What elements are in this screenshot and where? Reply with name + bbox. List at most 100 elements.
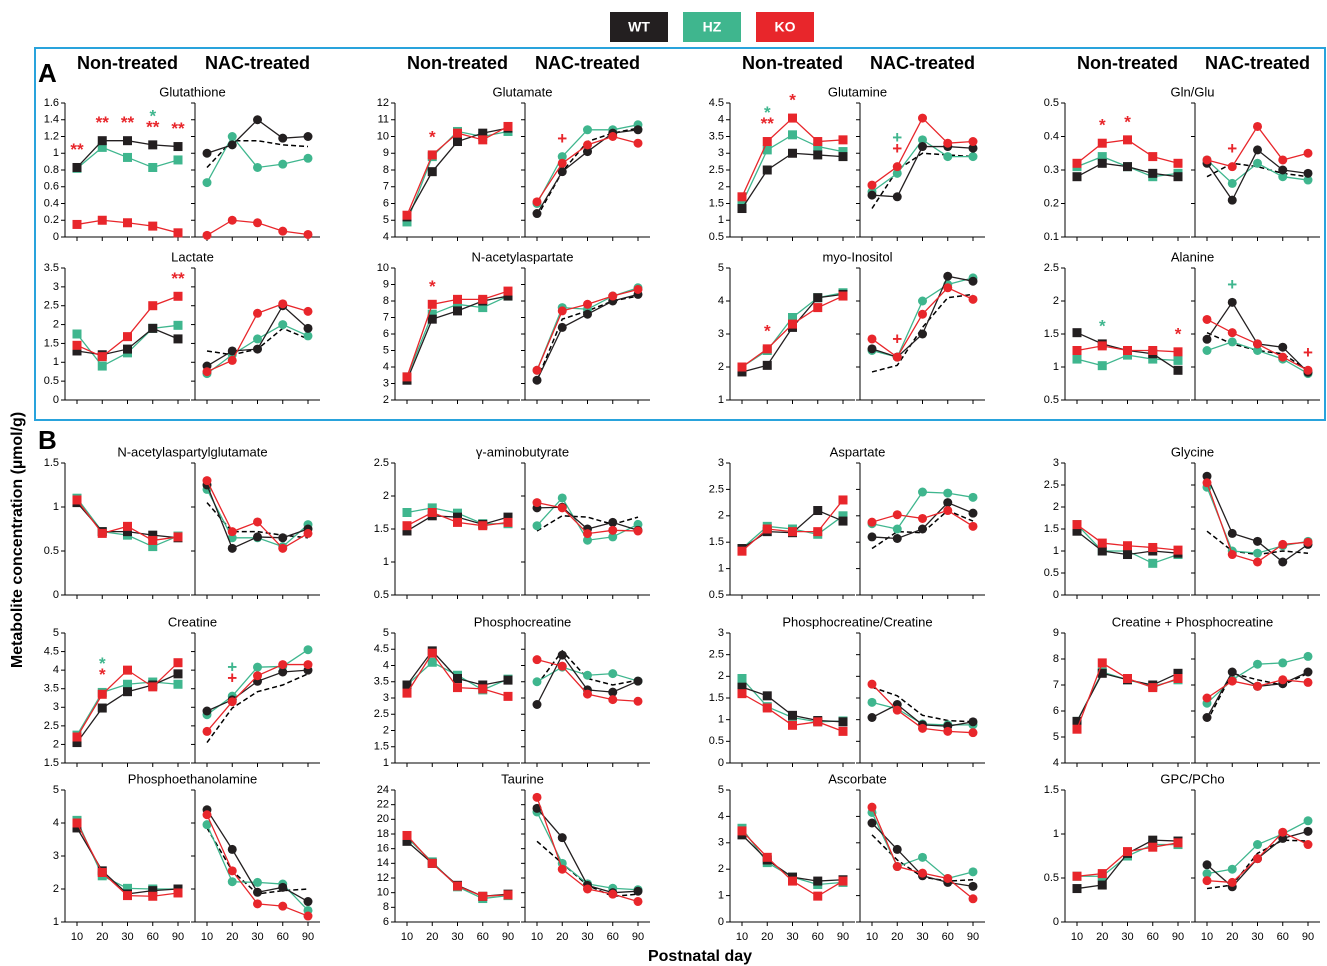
- data-point: [1097, 668, 1107, 678]
- x-tick-label: 10: [531, 931, 543, 943]
- data-point: [1148, 842, 1158, 852]
- significance-mark: +: [227, 658, 237, 677]
- y-tick-label: 10: [377, 130, 389, 142]
- y-tick-label: 1: [718, 394, 724, 406]
- data-point: [943, 283, 953, 293]
- data-point: [123, 152, 132, 162]
- y-tick-label: 20: [377, 813, 389, 825]
- x-tick-label: 90: [837, 931, 849, 943]
- x-tick-label: 20: [891, 931, 903, 943]
- series-line: [206, 118, 309, 154]
- data-point: [303, 323, 313, 333]
- data-point: [1227, 667, 1237, 677]
- significance-mark: +: [1227, 275, 1237, 294]
- data-point: [737, 546, 747, 556]
- data-point: [1253, 145, 1262, 155]
- series-line: [536, 124, 639, 204]
- series-line: [206, 824, 309, 911]
- data-point: [583, 125, 592, 135]
- data-point: [1123, 847, 1132, 857]
- data-point: [227, 140, 237, 150]
- data-point: [227, 533, 237, 543]
- data-point: [867, 802, 877, 812]
- data-point: [608, 687, 618, 697]
- significance-mark: +: [557, 129, 567, 148]
- y-tick-label: 3: [53, 850, 59, 862]
- data-point: [1253, 339, 1262, 349]
- significance-mark: **: [96, 113, 110, 132]
- y-tick-label: 0.2: [44, 214, 59, 226]
- data-point: [867, 190, 877, 200]
- data-point: [1227, 297, 1237, 307]
- data-point: [1227, 877, 1237, 887]
- reference-line: [206, 673, 309, 744]
- y-tick-label: 4: [718, 810, 724, 822]
- data-point: [427, 167, 437, 177]
- data-point: [453, 512, 462, 522]
- y-tick-label: 2.5: [1044, 262, 1059, 274]
- y-tick-label: 0: [1053, 916, 1059, 928]
- y-tick-label: 1.5: [1044, 784, 1059, 796]
- data-point: [1072, 716, 1082, 726]
- y-tick-label: 3: [53, 281, 59, 293]
- y-tick-label: 0: [718, 757, 724, 769]
- y-tick-label: 0: [53, 394, 59, 406]
- data-point: [1253, 548, 1262, 558]
- data-point: [173, 334, 183, 344]
- data-point: [402, 830, 412, 840]
- y-tick-label: 2.5: [374, 708, 389, 720]
- data-point: [892, 705, 902, 715]
- y-tick-label: 1.5: [44, 457, 59, 469]
- data-point: [532, 365, 542, 375]
- data-point: [97, 142, 107, 152]
- data-point: [532, 521, 542, 531]
- data-point: [278, 320, 288, 330]
- data-point: [788, 876, 797, 886]
- data-point: [478, 135, 488, 145]
- data-point: [123, 687, 132, 697]
- data-point: [1253, 681, 1262, 691]
- data-point: [1303, 826, 1313, 836]
- y-tick-label: 2: [718, 670, 724, 682]
- data-point: [788, 130, 797, 140]
- y-tick-label: 5: [383, 214, 389, 226]
- data-point: [737, 192, 747, 202]
- data-point: [427, 150, 437, 160]
- series-line: [871, 116, 974, 186]
- data-point: [737, 199, 747, 208]
- data-point: [583, 147, 592, 157]
- y-tick-label: 1.5: [44, 757, 59, 769]
- y-tick-label: 3.5: [44, 683, 59, 695]
- data-point: [427, 858, 437, 868]
- data-point: [427, 314, 437, 324]
- data-point: [1202, 713, 1212, 722]
- data-point: [867, 679, 877, 689]
- data-point: [453, 306, 462, 316]
- column-header: Non-treated: [742, 53, 843, 73]
- significance-mark: **: [171, 269, 185, 288]
- data-point: [943, 726, 953, 736]
- data-point: [303, 897, 313, 907]
- data-point: [918, 852, 927, 862]
- data-point: [943, 152, 953, 162]
- data-point: [737, 682, 747, 692]
- data-point: [72, 818, 82, 828]
- data-point: [253, 344, 262, 354]
- series-line: [871, 491, 974, 530]
- data-point: [557, 864, 567, 874]
- y-tick-label: 0.5: [709, 735, 724, 747]
- data-point: [202, 706, 212, 716]
- data-point: [788, 148, 797, 158]
- data-point: [1097, 152, 1107, 162]
- data-point: [253, 662, 262, 672]
- data-point: [532, 375, 542, 385]
- data-point: [1227, 178, 1237, 188]
- data-point: [608, 291, 618, 301]
- y-tick-label: 5: [718, 784, 724, 796]
- column-header: NAC-treated: [1205, 53, 1310, 73]
- data-point: [148, 140, 158, 150]
- data-point: [918, 142, 927, 152]
- panel-title: Gln/Glu: [1170, 84, 1214, 99]
- data-point: [123, 883, 132, 893]
- data-point: [557, 493, 567, 503]
